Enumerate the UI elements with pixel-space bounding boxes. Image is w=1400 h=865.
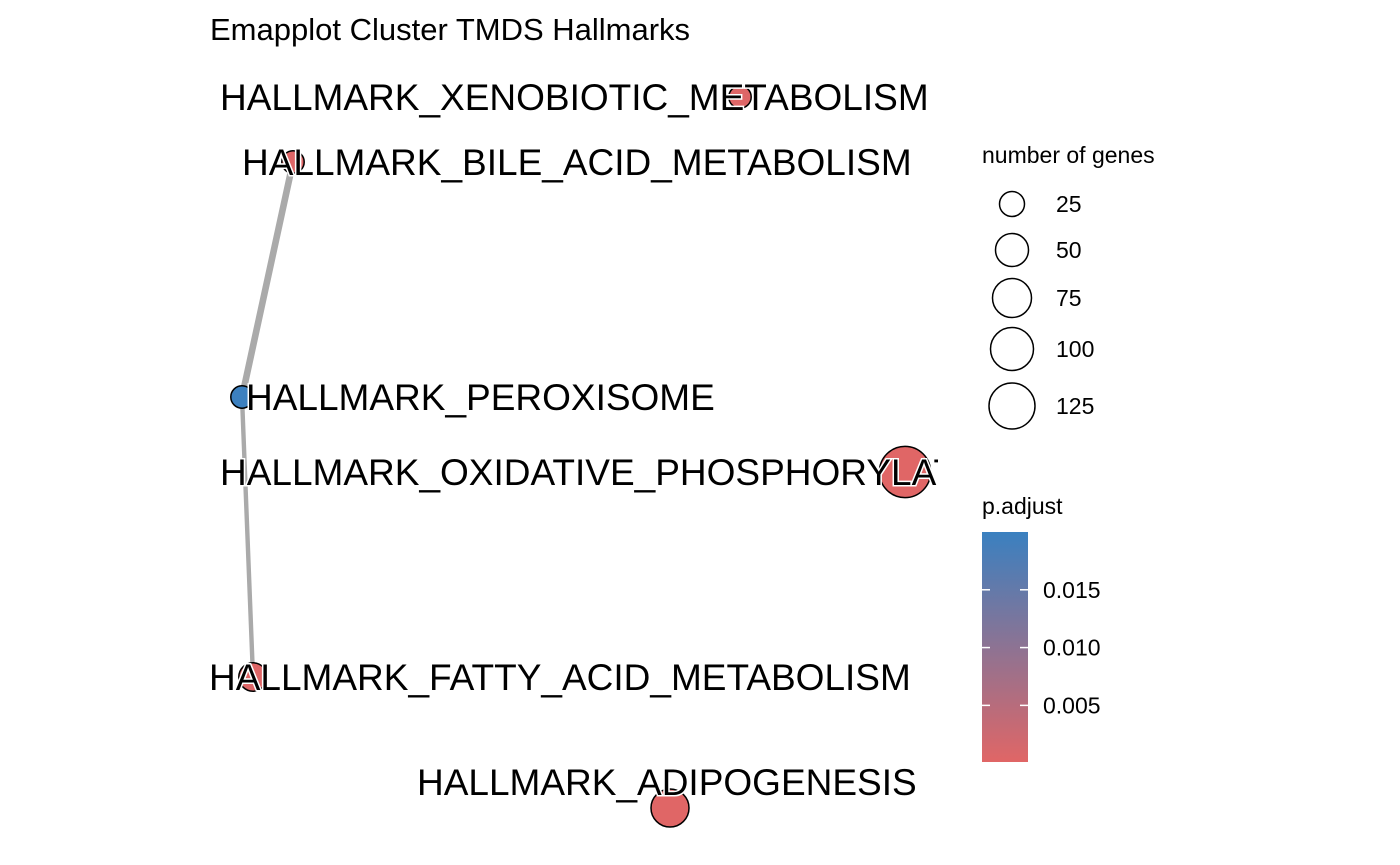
size-legend-circle: [991, 277, 1033, 319]
color-tick-label: 0.005: [1043, 692, 1101, 718]
node-layer: [230, 85, 932, 828]
size-legend-circle: [988, 382, 1036, 430]
node-label-perox: HALLMARK_PEROXISOME: [246, 377, 715, 418]
color-tick-label: 0.010: [1043, 635, 1101, 661]
node-label-adipo: HALLMARK_ADIPOGENESIS: [417, 762, 917, 803]
edge-perox-fatty: [239, 394, 256, 680]
size-legend-title: number of genes: [982, 142, 1155, 168]
size-legend-label: 75: [1056, 285, 1082, 311]
color-legend: p.adjust 0.015 0.010 0.005: [982, 493, 1101, 762]
node-adipo: [650, 788, 690, 828]
edge-layer: [238, 158, 297, 680]
node-label-bile: HALLMARK_BILE_ACID_METABOLISM: [242, 142, 912, 183]
size-legend-circle: [989, 326, 1035, 372]
node-fatty: [238, 662, 268, 692]
size-legend-circle: [994, 232, 1030, 268]
label-layer: HALLMARK_XENOBIOTIC_METABOLISM HALLMARK_B…: [208, 76, 1022, 805]
node-label-fatty: HALLMARK_FATTY_ACID_METABOLISM: [209, 657, 911, 698]
edge-bile-perox: [238, 158, 297, 401]
size-legend: number of genes 25 50 75 100 125: [982, 142, 1155, 430]
size-legend-label: 25: [1056, 191, 1082, 217]
node-oxphos: [878, 445, 932, 499]
color-legend-title: p.adjust: [982, 493, 1063, 519]
size-legend-label: 125: [1056, 393, 1094, 419]
size-legend-label: 100: [1056, 336, 1094, 362]
node-perox: [230, 385, 254, 409]
node-label-oxphos: HALLMARK_OXIDATIVE_PHOSPHORYLATION: [220, 452, 1022, 493]
node-label-xeno: HALLMARK_XENOBIOTIC_METABOLISM: [220, 77, 929, 118]
node-xeno: [728, 85, 752, 109]
size-legend-label: 50: [1056, 237, 1082, 263]
size-legend-circle: [998, 190, 1026, 218]
node-bile: [281, 150, 305, 174]
plot-title: Emapplot Cluster TMDS Hallmarks: [210, 12, 690, 47]
color-tick-label: 0.015: [1043, 577, 1101, 603]
